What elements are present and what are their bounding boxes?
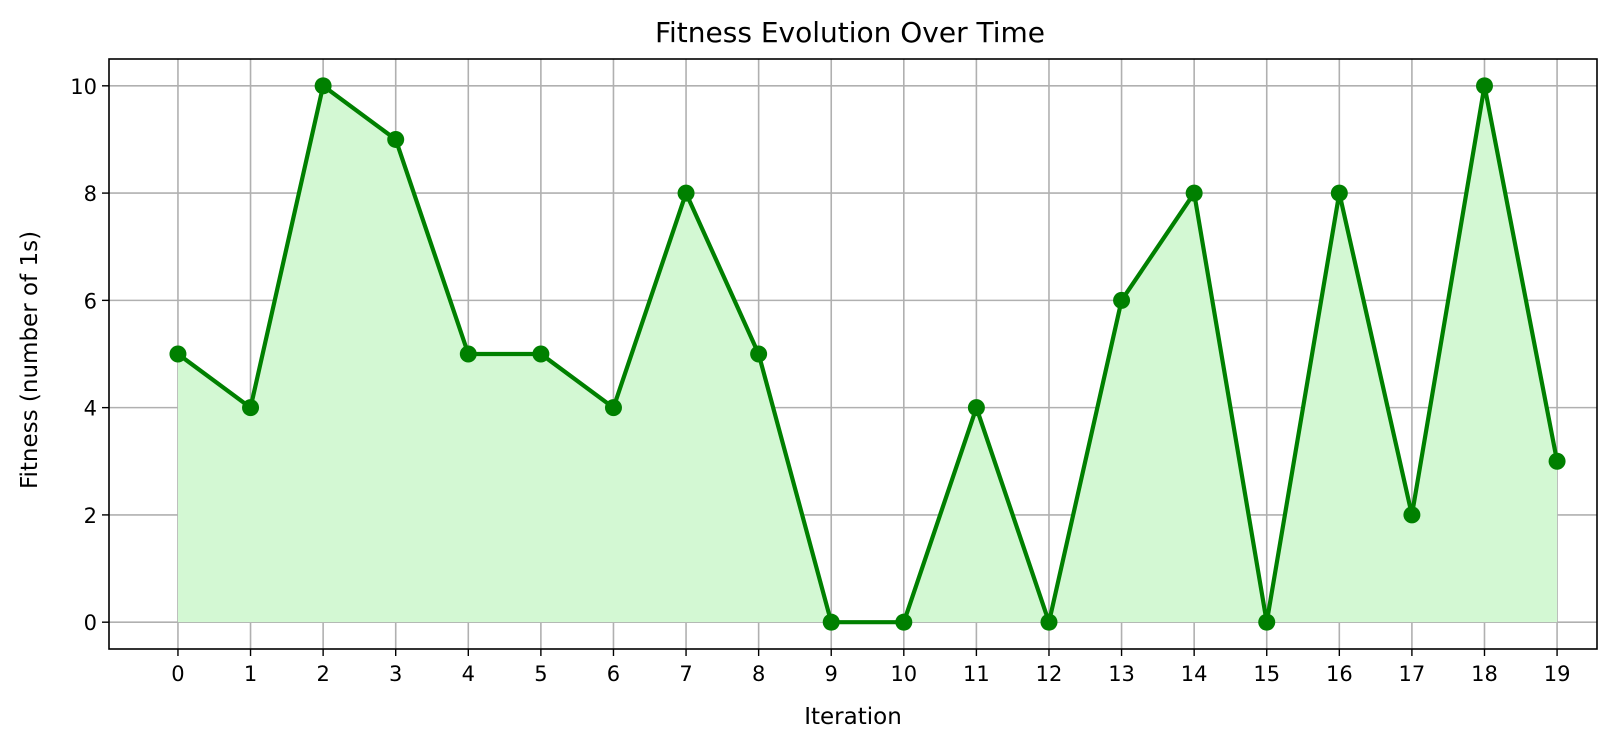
- y-tick-label: 8: [84, 182, 97, 206]
- x-tick-label: 3: [389, 662, 402, 686]
- y-tick-label: 10: [70, 75, 97, 99]
- data-point: [1040, 613, 1058, 631]
- x-tick-label: 16: [1326, 662, 1353, 686]
- x-tick-label: 19: [1544, 662, 1571, 686]
- data-point: [604, 399, 622, 417]
- data-point: [1330, 184, 1348, 202]
- y-tick-label: 4: [84, 397, 97, 421]
- x-tick-label: 18: [1471, 662, 1498, 686]
- x-tick-label: 5: [534, 662, 547, 686]
- x-tick-label: 11: [963, 662, 990, 686]
- data-point: [895, 613, 913, 631]
- data-point: [459, 345, 477, 363]
- y-axis-ticks: 0 2 4 6 8 10: [70, 75, 109, 635]
- data-point: [169, 345, 187, 363]
- data-point: [1258, 613, 1276, 631]
- data-point: [750, 345, 768, 363]
- data-point: [677, 184, 695, 202]
- x-axis-label: Iteration: [804, 704, 902, 730]
- x-tick-label: 2: [316, 662, 329, 686]
- data-point: [314, 77, 332, 95]
- data-point: [1403, 506, 1421, 524]
- data-point: [1475, 77, 1493, 95]
- data-point: [967, 399, 985, 417]
- data-point: [822, 613, 840, 631]
- x-tick-label: 12: [1036, 662, 1063, 686]
- x-tick-label: 10: [890, 662, 917, 686]
- data-point: [1185, 184, 1203, 202]
- data-point: [1113, 291, 1131, 309]
- x-tick-label: 7: [679, 662, 692, 686]
- x-tick-label: 6: [607, 662, 620, 686]
- y-tick-label: 2: [84, 504, 97, 528]
- x-tick-label: 1: [244, 662, 257, 686]
- chart-title: Fitness Evolution Over Time: [655, 16, 1045, 49]
- x-tick-label: 17: [1399, 662, 1426, 686]
- y-tick-label: 6: [84, 289, 97, 313]
- data-point: [242, 399, 260, 417]
- plot-frame: [108, 58, 1598, 650]
- x-tick-label: 15: [1253, 662, 1280, 686]
- x-tick-label: 0: [171, 662, 184, 686]
- x-tick-label: 13: [1108, 662, 1135, 686]
- y-tick-label: 0: [84, 611, 97, 635]
- data-point: [1548, 452, 1566, 470]
- fitness-line: [176, 83, 1560, 625]
- data-points: [169, 77, 1566, 631]
- x-tick-label: 4: [462, 662, 475, 686]
- x-axis-ticks: 0 1 2 3 4 5 6 7 8 9 10 11 12 13 14 15 16 17 18 19: [171, 649, 1570, 686]
- x-tick-label: 8: [752, 662, 765, 686]
- y-axis-label: Fitness (number of 1s): [17, 231, 43, 489]
- data-point: [532, 345, 550, 363]
- data-point: [387, 130, 405, 148]
- x-tick-label: 14: [1181, 662, 1208, 686]
- fitness-area-fill: [177, 85, 1558, 623]
- x-tick-label: 9: [825, 662, 838, 686]
